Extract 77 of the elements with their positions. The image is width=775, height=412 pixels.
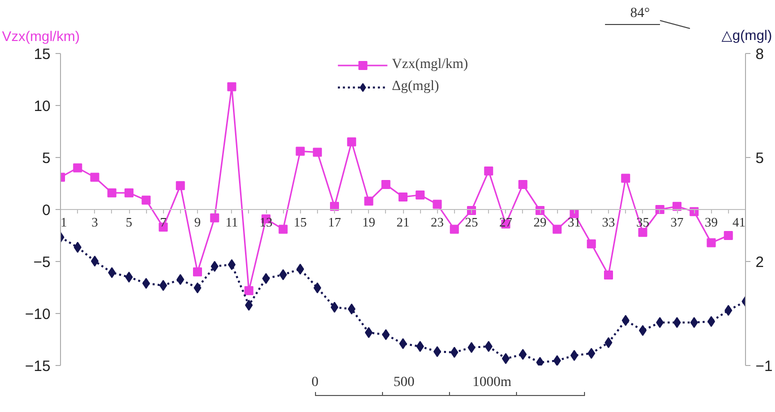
point [364, 196, 374, 206]
point [604, 270, 613, 280]
y-tick-label: 15 [34, 46, 51, 63]
point [347, 137, 356, 146]
x-tick-label: 1 [60, 214, 67, 230]
x-tick-label: 15 [294, 214, 307, 230]
point [364, 327, 373, 338]
x-tick-label: 21 [396, 214, 410, 230]
x-tick-label: 17 [328, 214, 342, 230]
point [450, 224, 459, 234]
point [706, 238, 716, 248]
point [586, 239, 596, 248]
x-tick-label: 19 [362, 214, 376, 230]
point [228, 259, 236, 270]
point [244, 286, 254, 296]
x-tick-label: 3 [92, 214, 98, 230]
point [381, 180, 390, 190]
legend-label: Vzx(mgl/km) [392, 57, 468, 73]
point [227, 82, 236, 92]
point [433, 346, 442, 358]
y2-tick-label: 2 [756, 254, 764, 271]
point [484, 166, 494, 176]
point [638, 228, 648, 237]
point [724, 231, 733, 240]
point [621, 174, 630, 183]
text: 1000m [472, 375, 512, 391]
point [278, 224, 288, 234]
legend-label: Δg(mgl) [392, 79, 439, 95]
point [553, 355, 561, 366]
point [536, 356, 544, 366]
point [296, 146, 305, 156]
y-tick-label: −5 [33, 254, 51, 271]
y2-tick-label: −1 [756, 358, 773, 375]
y-tick-label: 10 [34, 98, 51, 115]
x-tick-label: 33 [602, 214, 615, 230]
x-tick-label: 9 [194, 214, 201, 230]
x-tick-label: 31 [568, 214, 581, 230]
x-tick-label: 29 [534, 214, 546, 230]
point [312, 148, 322, 157]
y-tick-label: −15 [25, 358, 51, 375]
point [124, 188, 134, 198]
text: 84° [630, 6, 650, 22]
y2-axis-title: △g(mgl) [721, 27, 772, 43]
point [432, 200, 442, 209]
text: 0 [312, 375, 318, 391]
x-tick-label: 39 [704, 214, 718, 230]
text: 500 [394, 375, 414, 391]
point [142, 196, 151, 205]
point [210, 213, 220, 222]
y2-tick-label: 8 [756, 46, 764, 63]
point [296, 264, 304, 275]
point [90, 172, 100, 182]
point [552, 224, 562, 234]
point [416, 190, 425, 200]
y2-tick-label: 5 [756, 150, 764, 167]
point [518, 180, 528, 190]
point [570, 350, 578, 361]
point [159, 280, 168, 291]
point [107, 188, 116, 198]
point [707, 316, 716, 327]
y-tick-label: 5 [42, 150, 50, 167]
point [502, 353, 510, 364]
y-axis-title: Vzx(mgl/km) [2, 28, 80, 44]
x-tick-label: 37 [670, 214, 684, 230]
x-tick-label: 41 [732, 214, 746, 230]
point [398, 192, 408, 202]
point [73, 163, 82, 172]
y-tick-label: −10 [25, 306, 51, 323]
y-tick-label: 0 [42, 202, 50, 219]
x-tick-label: 5 [126, 214, 132, 230]
x-tick-label: 23 [430, 214, 444, 230]
point [176, 181, 185, 190]
point [90, 256, 99, 267]
point [638, 324, 647, 336]
point [193, 267, 202, 276]
x-tick-label: 25 [465, 214, 478, 230]
x-tick-label: 11 [225, 214, 238, 230]
